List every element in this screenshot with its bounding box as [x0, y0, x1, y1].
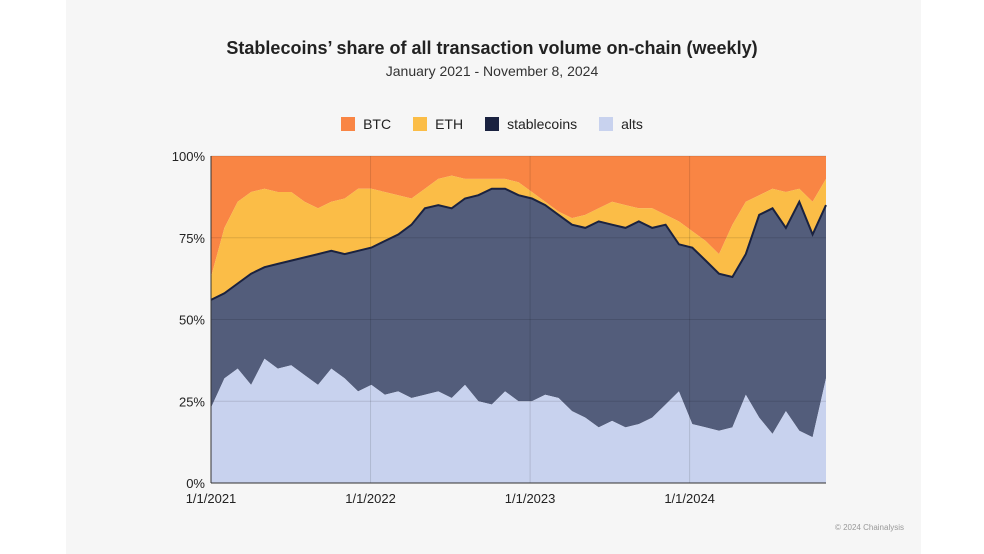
x-tick-label: 1/1/2024 [664, 491, 715, 506]
legend-swatch-btc [341, 117, 356, 131]
area-btc [211, 156, 826, 277]
area-eth [211, 175, 826, 300]
legend-swatch-stablecoins [485, 117, 500, 131]
area-stablecoins [211, 188, 826, 438]
x-tick-label: 1/1/2021 [186, 491, 237, 506]
credit-text: © 2024 Chainalysis [834, 523, 904, 532]
legend-label-btc: BTC [363, 116, 392, 132]
y-tick-label: 25% [179, 394, 205, 409]
line-stablecoins [210, 187, 827, 301]
x-tick-label: 1/1/2023 [505, 491, 556, 506]
area-alts [211, 358, 826, 483]
legend-item-eth: ETH [413, 116, 463, 132]
legend-item-btc: BTC [341, 116, 391, 132]
y-tick-label: 0% [186, 476, 205, 491]
legend-label-eth: ETH [435, 116, 464, 132]
y-tick-label: 75% [179, 231, 205, 246]
x-tick-label: 1/1/2022 [345, 491, 396, 506]
legend-label-alts: alts [621, 116, 643, 132]
legend-label-stablecoins: stablecoins [507, 116, 578, 132]
legend-swatch-alts [599, 117, 614, 131]
chart-title: Stablecoins’ share of all transaction vo… [226, 38, 758, 58]
legend-item-alts: alts [599, 116, 643, 132]
legend-item-stablecoins: stablecoins [485, 116, 577, 132]
y-tick-label: 100% [172, 149, 206, 164]
legend-swatch-eth [413, 117, 428, 131]
legend: BTC ETH stablecoins alts [0, 116, 984, 132]
y-tick-label: 50% [179, 313, 205, 328]
chart-subtitle: January 2021 - November 8, 2024 [385, 63, 599, 79]
